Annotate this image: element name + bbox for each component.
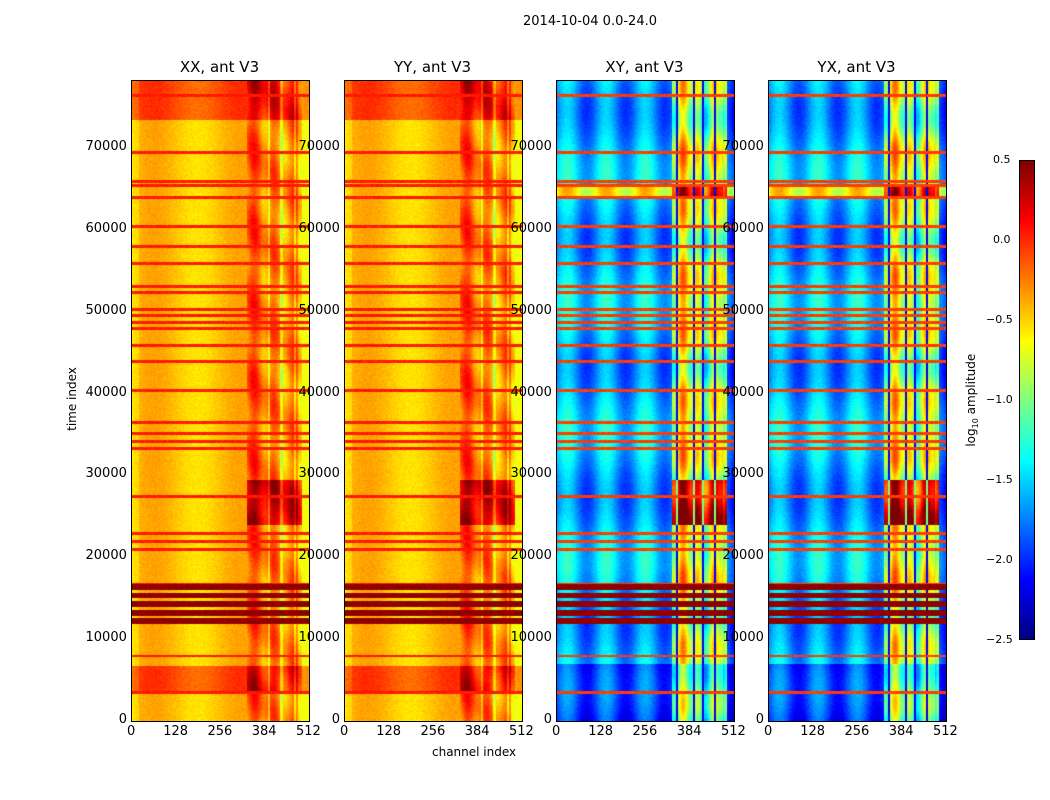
- x-tick-label: 512: [933, 724, 958, 739]
- y-tick-label: 60000: [85, 220, 127, 236]
- panel-title: XY, ant V3: [605, 58, 684, 76]
- y-tick-label: 70000: [722, 139, 764, 155]
- x-tick-label: 384: [888, 724, 914, 739]
- x-tick-label: 0: [552, 724, 561, 739]
- x-tick-label: 256: [844, 724, 870, 739]
- x-tick-label: 512: [296, 724, 321, 739]
- x-tick-label: 128: [800, 724, 826, 739]
- y-axis-label: time index: [65, 367, 79, 431]
- colorbar: [1019, 160, 1035, 640]
- y-tick-label: 40000: [298, 384, 340, 400]
- x-tick-label: 384: [251, 724, 277, 739]
- x-tick-label: 0: [340, 724, 349, 739]
- y-tick-label: 10000: [85, 630, 127, 646]
- y-tick-label: 70000: [85, 139, 127, 155]
- y-tick-label: 10000: [722, 630, 764, 646]
- y-tick-label: 0: [755, 712, 764, 727]
- y-tick-label: 0: [331, 712, 340, 727]
- y-tick-label: 30000: [298, 466, 340, 482]
- colorbar-tick-label: −1.5: [986, 473, 1013, 486]
- figure-title: 2014-10-04 0.0-24.0: [523, 14, 657, 29]
- x-tick-label: 512: [721, 724, 746, 739]
- y-tick-label: 0: [543, 712, 552, 727]
- y-tick-label: 60000: [722, 220, 764, 236]
- colorbar-tick-label: 0.5: [993, 153, 1011, 166]
- x-tick-label: 128: [376, 724, 402, 739]
- y-tick-label: 50000: [85, 302, 127, 318]
- y-tick-label: 30000: [510, 466, 552, 482]
- y-tick-label: 50000: [722, 302, 764, 318]
- x-tick-label: 0: [764, 724, 773, 739]
- y-tick-label: 40000: [510, 384, 552, 400]
- x-tick-label: 256: [632, 724, 658, 739]
- y-tick-label: 70000: [298, 139, 340, 155]
- y-tick-label: 10000: [298, 630, 340, 646]
- y-tick-label: 10000: [510, 630, 552, 646]
- y-tick-label: 50000: [298, 302, 340, 318]
- y-tick-label: 50000: [510, 302, 552, 318]
- y-tick-label: 20000: [510, 548, 552, 564]
- x-tick-label: 512: [509, 724, 534, 739]
- panel-title: YY, ant V3: [393, 58, 471, 76]
- heatmap-yx: [768, 80, 947, 722]
- heatmap-yy: [344, 80, 523, 722]
- heatmap-xx: [131, 80, 310, 722]
- x-tick-label: 384: [676, 724, 702, 739]
- y-tick-label: 20000: [298, 548, 340, 564]
- x-tick-label: 128: [588, 724, 614, 739]
- y-tick-label: 40000: [85, 384, 127, 400]
- colorbar-tick-label: −1.0: [986, 393, 1013, 406]
- y-tick-label: 30000: [722, 466, 764, 482]
- y-tick-label: 40000: [722, 384, 764, 400]
- y-tick-label: 20000: [85, 548, 127, 564]
- heatmap-xy: [556, 80, 735, 722]
- panel-title: YX, ant V3: [817, 58, 896, 76]
- colorbar-tick-label: −2.0: [986, 553, 1013, 566]
- y-tick-label: 70000: [510, 139, 552, 155]
- colorbar-label: log10 amplitude: [963, 353, 981, 447]
- x-axis-label: channel index: [432, 745, 517, 759]
- y-tick-label: 60000: [510, 220, 552, 236]
- y-tick-label: 60000: [298, 220, 340, 236]
- x-tick-label: 128: [163, 724, 189, 739]
- panel-title: XX, ant V3: [179, 58, 260, 76]
- y-tick-label: 20000: [722, 548, 764, 564]
- x-tick-label: 256: [207, 724, 233, 739]
- colorbar-tick-label: −2.5: [986, 633, 1013, 646]
- x-tick-label: 256: [420, 724, 446, 739]
- y-tick-label: 30000: [85, 466, 127, 482]
- x-tick-label: 0: [127, 724, 136, 739]
- colorbar-tick-label: −0.5: [986, 313, 1013, 326]
- x-tick-label: 384: [464, 724, 490, 739]
- colorbar-tick-label: 0.0: [993, 233, 1011, 246]
- y-tick-label: 0: [118, 712, 127, 727]
